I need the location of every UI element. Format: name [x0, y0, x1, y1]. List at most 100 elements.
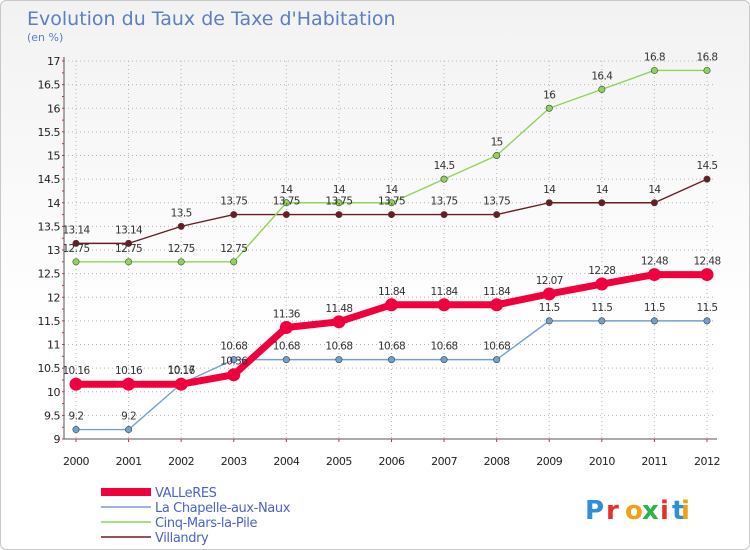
- data-label: 14: [543, 184, 556, 196]
- legend-label: Villandry: [155, 531, 209, 546]
- data-label: 13.75: [483, 196, 510, 208]
- data-label: 11.5: [591, 302, 612, 314]
- y-tick-label: 15.5: [38, 126, 61, 139]
- logo-letter: r: [606, 496, 619, 526]
- data-point: [335, 356, 343, 364]
- data-label: 10.16: [62, 365, 90, 377]
- data-point: [493, 152, 501, 160]
- data-label: 12.48: [641, 256, 668, 268]
- y-tick-label: 10.5: [38, 362, 61, 375]
- data-point: [279, 320, 293, 334]
- data-label: 16: [543, 89, 556, 101]
- data-point: [545, 104, 553, 112]
- y-tick-label: 9: [54, 433, 61, 446]
- data-point: [282, 199, 290, 207]
- data-point: [595, 277, 609, 291]
- data-label: 10.16: [168, 365, 196, 377]
- data-label: 12.75: [62, 243, 89, 255]
- data-point: [703, 317, 711, 325]
- axes: 9 9.5 10 10.5 11 11.5 12 12.5 13 13.5 14 14.5 15 15.5…: [38, 55, 721, 468]
- data-point: [332, 315, 346, 329]
- data-label: 9.2: [121, 411, 136, 423]
- data-point: [598, 85, 606, 93]
- data-point: [125, 258, 133, 266]
- data-point: [650, 66, 658, 74]
- data-label: 13.75: [273, 196, 300, 208]
- data-point: [125, 426, 133, 434]
- data-point: [598, 317, 606, 325]
- data-label: 10.17: [168, 365, 195, 377]
- data-label: 14: [280, 184, 293, 196]
- data-label: 11.5: [644, 302, 665, 314]
- data-label: 13.14: [115, 224, 143, 236]
- data-point: [650, 199, 658, 207]
- data-label: 12.75: [115, 243, 142, 255]
- data-label: 14: [385, 184, 398, 196]
- gridlines: [64, 60, 713, 440]
- logo-letter: i: [660, 496, 669, 526]
- y-tick-label: 12: [47, 291, 60, 304]
- x-tick-label: 2009: [536, 455, 562, 468]
- data-label: 12.75: [220, 243, 247, 255]
- data-point: [387, 199, 395, 207]
- data-label: 12.07: [536, 275, 563, 287]
- data-point: [230, 356, 238, 364]
- data-label: 11.84: [431, 286, 459, 298]
- data-point: [177, 258, 185, 266]
- data-label: 13.75: [378, 196, 405, 208]
- data-point: [385, 298, 398, 312]
- logo-letter: x: [642, 496, 659, 526]
- y-tick-label: 11.5: [38, 315, 61, 328]
- x-tick-label: 2003: [221, 455, 247, 468]
- data-label: 16.8: [697, 51, 718, 63]
- data-point: [440, 356, 448, 364]
- data-point: [598, 199, 606, 207]
- data-point: [282, 211, 290, 219]
- data-point: [700, 268, 714, 282]
- data-label: 10.16: [115, 365, 143, 377]
- data-label: 13.14: [62, 224, 90, 236]
- data-label: 10.68: [483, 341, 510, 353]
- x-tick-label: 2007: [431, 455, 457, 468]
- legend-label: Cinq-Mars-la-Pile: [155, 516, 258, 531]
- x-tick-label: 2005: [326, 455, 352, 468]
- data-point: [647, 268, 661, 282]
- data-label: 10.68: [325, 341, 352, 353]
- data-point: [650, 317, 658, 325]
- data-label: 10.68: [220, 341, 247, 353]
- data-label: 9.2: [69, 411, 84, 423]
- data-point: [440, 175, 448, 183]
- data-point: [69, 377, 83, 391]
- data-label: 14.5: [697, 160, 718, 172]
- data-point: [387, 356, 395, 364]
- x-tick-label: 2010: [589, 455, 615, 468]
- x-tick-label: 2002: [168, 455, 194, 468]
- y-tick-label: 16.5: [38, 79, 61, 92]
- data-point: [490, 298, 504, 312]
- data-point: [230, 211, 238, 219]
- data-point: [437, 298, 451, 312]
- data-label: 16.8: [644, 51, 665, 63]
- logo-letter: P: [585, 496, 604, 526]
- series-lines: [69, 66, 714, 434]
- data-label: 12.28: [588, 265, 615, 277]
- x-tick-label: 2011: [641, 455, 667, 468]
- data-label: 14: [648, 184, 661, 196]
- y-tick-label: 15: [47, 150, 60, 163]
- data-point: [125, 239, 133, 247]
- data-label: 10.36: [220, 356, 248, 368]
- data-label: 10.68: [378, 341, 405, 353]
- data-label: 11.84: [378, 286, 406, 298]
- data-label: 13.5: [171, 207, 192, 219]
- data-label: 11.5: [697, 302, 718, 314]
- legend-label: La Chapelle-aux-Naux: [155, 501, 291, 516]
- x-tick-label: 2000: [63, 455, 89, 468]
- data-point: [72, 426, 80, 434]
- y-tick-label: 14.5: [38, 173, 61, 186]
- data-point: [387, 211, 395, 219]
- data-label: 15: [491, 137, 503, 149]
- data-label: 14.5: [434, 160, 455, 172]
